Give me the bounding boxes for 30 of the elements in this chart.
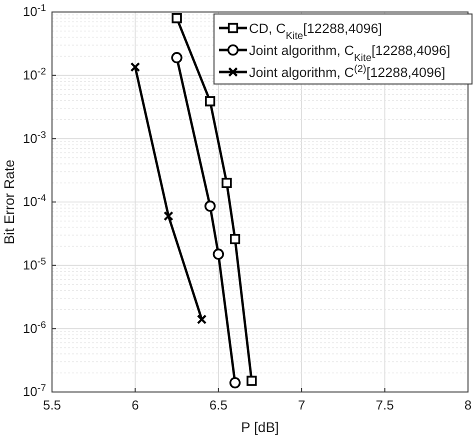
y-tick-label: 10$^{-3}$ (22, 129, 46, 146)
y-tick-label: 10$^{-6}$ (22, 319, 46, 336)
y-tick-label: 10$^{-4}$ (22, 192, 47, 210)
point (222, 178, 232, 188)
y-tick-label: 10$^{-7}$ (22, 382, 46, 400)
x-tick-label: 5.5 (42, 397, 62, 412)
legend-label: Joint algorithm, C$_{Kite}$[12288,4096] (249, 43, 450, 64)
point (246, 376, 257, 386)
legend-label: CD, C$_{Kite}$[12288,4096] (249, 21, 382, 42)
point (229, 377, 241, 388)
point (130, 62, 140, 72)
point (230, 234, 240, 244)
point (172, 13, 182, 24)
point (204, 96, 216, 106)
x-tick-label: 8 (464, 397, 472, 412)
x-axis-title: P [dB] (241, 419, 279, 435)
y-tick-label: 10$^{-5}$ (22, 256, 47, 272)
point (164, 211, 174, 221)
point (171, 52, 182, 64)
x-tick-label: 7.5 (376, 397, 394, 412)
x-tick-label: 6.5 (209, 397, 228, 412)
y-axis-title: Bit Error Rate (1, 159, 17, 244)
x-tick-label: 6 (132, 397, 139, 412)
x-tick-label: 7 (298, 397, 306, 412)
y-tick-label: 10$^{-1}$ (22, 2, 46, 20)
point (196, 314, 207, 324)
point (204, 200, 216, 212)
point (212, 248, 224, 260)
y-tick-label: 10$^{-2}$ (22, 66, 46, 82)
legend-label: Joint algorithm, C$^{(2)}$[12288,4096] (249, 64, 446, 80)
